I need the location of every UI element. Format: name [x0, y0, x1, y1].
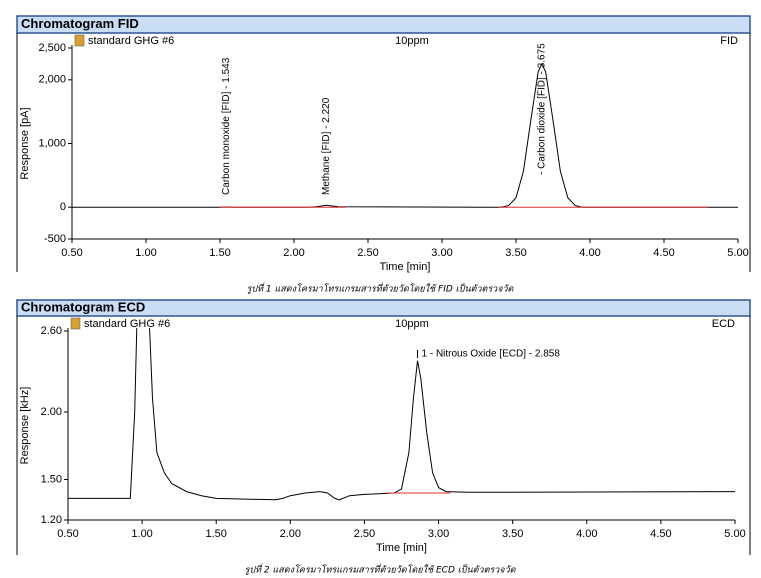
- x-tick-label: 4.00: [576, 528, 597, 540]
- x-axis-title: Time [min]: [380, 261, 431, 273]
- panel-header: [16, 15, 751, 34]
- peak-label: Carbon monoxide [FID] - 1.543: [221, 57, 232, 195]
- y-axis-title: Response [pA]: [19, 107, 31, 179]
- subtitle: 10ppm: [395, 35, 429, 47]
- x-tick-label: 2.00: [280, 528, 301, 540]
- x-tick-label: 4.50: [653, 247, 674, 259]
- x-tick-label: 4.50: [650, 528, 671, 540]
- sample-name: standard GHG #6: [84, 318, 170, 330]
- y-tick-label: 1.50: [41, 473, 62, 485]
- x-tick-label: 2.00: [283, 247, 304, 259]
- y-tick-label: 2.00: [41, 406, 62, 418]
- subtitle: 10ppm: [395, 318, 429, 330]
- caption: รูปที่ 2 แสดงโครมาโทรแกรมสารที่ตัวยวัดโด…: [245, 563, 517, 576]
- peak-label: 1 - Nitrous Oxide [ECD] - 2.858: [422, 349, 561, 360]
- caption: รูปที่ 1 แสดงโครมาโทรแกรมสารที่ตัวยวัดโด…: [247, 282, 515, 295]
- x-tick-label: 2.50: [357, 247, 378, 259]
- x-tick-label: 5.00: [724, 528, 745, 540]
- y-axis-title: Response [kHz]: [19, 387, 31, 465]
- x-tick-label: 2.50: [354, 528, 375, 540]
- x-tick-label: 1.50: [206, 528, 227, 540]
- x-tick-label: 3.50: [505, 247, 526, 259]
- y-tick-label: 2.60: [41, 325, 62, 337]
- x-tick-label: 1.00: [135, 247, 156, 259]
- x-tick-label: 1.50: [209, 247, 230, 259]
- x-tick-label: 0.50: [57, 528, 78, 540]
- x-tick-label: 5.00: [727, 247, 748, 259]
- x-axis-title: Time [min]: [376, 542, 427, 554]
- x-tick-label: 3.50: [502, 528, 523, 540]
- y-tick-label: 0: [60, 201, 66, 213]
- y-tick-label: 2,500: [38, 42, 66, 54]
- detector: FID: [720, 35, 738, 47]
- y-tick-label: 1,000: [38, 137, 66, 149]
- x-tick-label: 1.00: [131, 528, 152, 540]
- sample-name: standard GHG #6: [88, 35, 174, 47]
- x-tick-label: 3.00: [431, 247, 452, 259]
- panel-title: Chromatogram ECD: [21, 299, 145, 314]
- trace: [68, 328, 735, 501]
- sample-icon: [70, 317, 81, 330]
- panel-title: Chromatogram FID: [21, 16, 139, 31]
- trace: [72, 62, 738, 208]
- y-tick-label: 1.20: [41, 514, 62, 526]
- panel-header: [16, 299, 751, 317]
- sample-icon: [74, 34, 85, 47]
- y-tick-label: -500: [44, 233, 66, 245]
- y-tick-label: 2,000: [38, 74, 66, 86]
- detector: ECD: [712, 318, 735, 330]
- peak-label: - Carbon dioxide [FID] - 3.675: [537, 43, 548, 175]
- x-tick-label: 0.50: [61, 247, 82, 259]
- peak-label: Methane [FID] - 2.220: [321, 97, 332, 195]
- x-tick-label: 4.00: [579, 247, 600, 259]
- x-tick-label: 3.00: [428, 528, 449, 540]
